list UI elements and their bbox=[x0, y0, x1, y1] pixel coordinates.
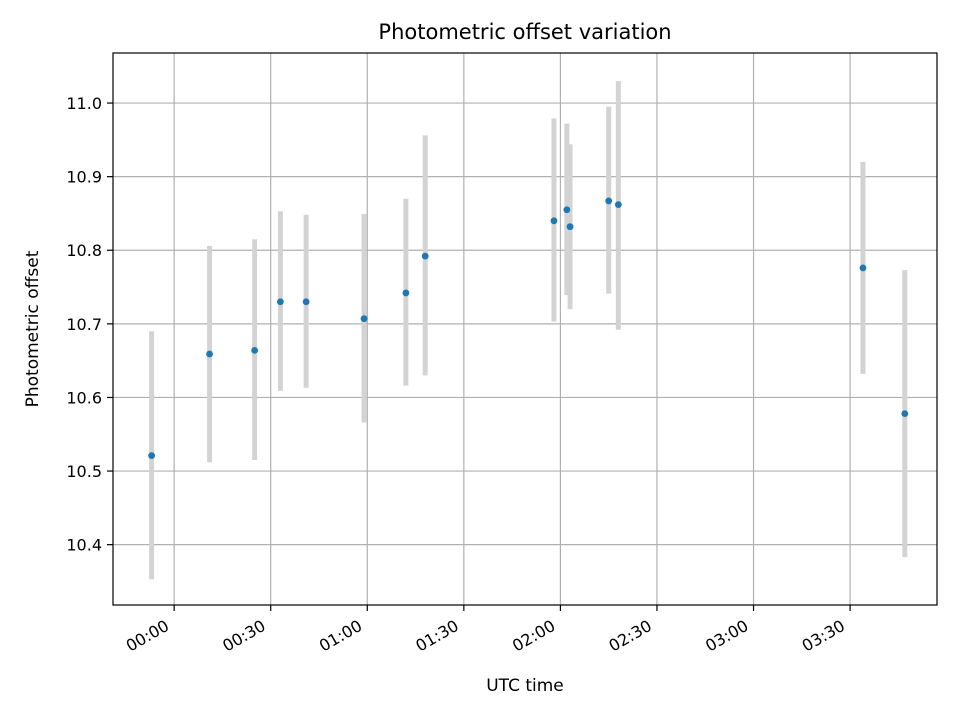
grid bbox=[113, 53, 937, 605]
data-point bbox=[566, 223, 574, 231]
data-point bbox=[563, 206, 571, 214]
y-tick-label: 10.9 bbox=[66, 168, 102, 187]
data-point bbox=[550, 217, 558, 225]
data-point bbox=[421, 252, 429, 260]
data-point bbox=[901, 410, 909, 418]
y-axis-label: Photometric offset bbox=[23, 250, 43, 407]
y-tick-label: 10.4 bbox=[66, 536, 102, 555]
data-point bbox=[206, 350, 213, 358]
data-point bbox=[605, 197, 613, 205]
data-point bbox=[859, 264, 867, 272]
data-point bbox=[148, 452, 156, 459]
y-tick-label: 10.6 bbox=[66, 388, 102, 407]
plot-frame bbox=[112, 52, 938, 606]
y-tick-label: 11.0 bbox=[66, 94, 102, 113]
data-point bbox=[251, 346, 259, 354]
markers bbox=[148, 197, 909, 459]
data-point bbox=[276, 298, 284, 306]
data-point bbox=[614, 201, 622, 209]
data-point bbox=[302, 298, 310, 306]
data-point bbox=[360, 315, 368, 323]
x-axis-label: UTC time bbox=[486, 676, 564, 696]
y-tick-label: 10.8 bbox=[66, 241, 102, 260]
y-axis-ticks: 10.4 10.5 10.6 10.7 10.8 10.9 11.0 bbox=[66, 94, 113, 555]
y-tick-label: 10.7 bbox=[66, 315, 102, 334]
data-point bbox=[402, 289, 410, 297]
chart-title: Photometric offset variation bbox=[378, 20, 671, 44]
y-tick-label: 10.5 bbox=[66, 462, 102, 481]
